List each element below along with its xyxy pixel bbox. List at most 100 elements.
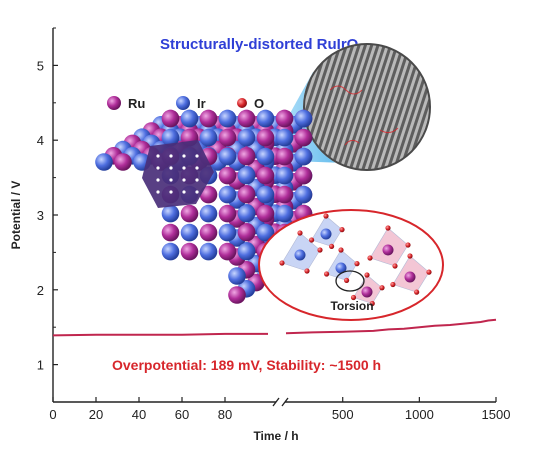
ru-atom [256, 128, 275, 147]
oxygen-atom [297, 230, 303, 236]
legend-label-o: O [254, 96, 264, 111]
ir-atom [256, 109, 275, 128]
chart-title-main: Structurally-distorted RuIrO [160, 36, 359, 53]
cavity-atom [156, 178, 160, 182]
cavity-atom [182, 190, 186, 194]
legend-item-ir: Ir [176, 96, 206, 111]
oxygen-atom [304, 268, 310, 274]
oxygen-atom [385, 225, 391, 231]
cavity-atom [182, 166, 186, 170]
metal-center-atom [320, 228, 332, 240]
ru-atom [161, 109, 180, 128]
x-tick-label-1000: 1000 [405, 407, 434, 422]
ir-atom [237, 242, 256, 261]
series-line-0-segment-1 [52, 332, 268, 337]
cavity-atom [195, 190, 199, 194]
legend-item-o: O [237, 96, 264, 111]
plot-area [52, 318, 497, 337]
ru-atom [237, 223, 256, 242]
ru-atom [218, 242, 237, 261]
ir-atom [218, 185, 237, 204]
ir-atom [218, 147, 237, 166]
cavity-atom [169, 190, 173, 194]
ir-atom [256, 223, 275, 242]
ru-atom [275, 185, 294, 204]
x-tick-label-1500: 1500 [482, 407, 511, 422]
ir-atom [256, 185, 275, 204]
oxygen-atom [426, 269, 432, 275]
x-ticks: 0 20 40 60 80 500 1000 1500 [49, 397, 510, 422]
legend-swatch-ir [176, 96, 190, 110]
ru-atom [218, 128, 237, 147]
ru-atom [237, 185, 256, 204]
legend-label-ru: Ru [128, 96, 145, 111]
ir-atom [256, 147, 275, 166]
oxygen-atom [390, 281, 396, 288]
x-axis-title: Time / h [253, 429, 298, 443]
ir-atom [275, 204, 294, 223]
oxygen-atom [414, 289, 420, 295]
oxygen-atom [392, 263, 398, 269]
metal-center-atom [404, 271, 416, 283]
x-tick-label-20: 20 [89, 407, 103, 422]
cavity-atom [156, 166, 160, 170]
magnifier [264, 43, 431, 171]
torsion-label: Torsion [330, 299, 373, 313]
oxygen-atom [338, 247, 344, 253]
crystal-cube [95, 109, 313, 304]
ru-atom [114, 153, 132, 171]
ir-atom [228, 267, 246, 285]
x-tick-label-60: 60 [175, 407, 189, 422]
cavity-atom [169, 154, 173, 158]
ir-atom [294, 147, 313, 166]
ru-atom [199, 109, 218, 128]
oxygen-atom [369, 300, 375, 307]
performance-annotation: Overpotential: 189 mV, Stability: ~1500 … [112, 357, 381, 373]
y-tick-label-1: 1 [37, 358, 44, 373]
oxygen-atom [317, 247, 323, 253]
ru-atom [256, 166, 275, 185]
x-tick-label-40: 40 [132, 407, 146, 422]
lattice-fringes-image [304, 44, 430, 170]
y-tick-label-2: 2 [37, 283, 44, 298]
ru-atom [275, 147, 294, 166]
ru-atom [199, 223, 218, 242]
ir-atom [275, 166, 294, 185]
oxygen-atom [405, 242, 411, 248]
ir-atom [161, 204, 180, 223]
ru-atom [294, 166, 313, 185]
cavity-atom [156, 190, 160, 194]
legend-label-ir: Ir [197, 96, 206, 111]
metal-center-atom [361, 286, 373, 298]
ir-atom [180, 223, 199, 242]
cavity-atom [195, 166, 199, 170]
cavity-atom [195, 178, 199, 182]
cavity-atom [156, 154, 160, 158]
ir-atom [218, 109, 237, 128]
octahedra-group [279, 213, 432, 307]
oxygen-atom [364, 272, 370, 278]
ru-atom [237, 109, 256, 128]
legend: Ru Ir O [107, 96, 264, 111]
metal-center-atom [335, 262, 347, 274]
ru-atom [218, 166, 237, 185]
cavity-atom [169, 166, 173, 170]
ru-atom [180, 242, 199, 261]
ru-atom [294, 128, 313, 147]
ir-atom [199, 242, 218, 261]
oxygen-atom [339, 227, 345, 233]
y-tick-label-4: 4 [37, 133, 44, 148]
ru-atom [180, 204, 199, 223]
axes: 1 2 3 4 5 0 20 40 60 80 500 1000 1500 Potential / V… [9, 27, 510, 443]
oxygen-atom [350, 294, 357, 301]
dislocation-marks [329, 85, 399, 146]
ir-atom [237, 128, 256, 147]
series-line-0-segment-2 [285, 318, 497, 335]
cavity-atom [182, 154, 186, 158]
metal-center-atom [294, 249, 306, 261]
oxygen-atom [323, 213, 329, 219]
oxygen-atom [344, 277, 350, 283]
oxygen-atom [367, 255, 373, 261]
ir-atom [237, 204, 256, 223]
